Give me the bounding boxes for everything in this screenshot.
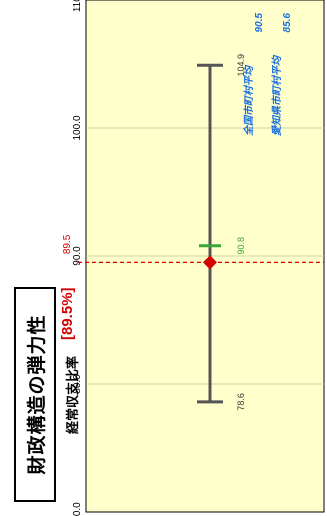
legend-national-value: 90.5 xyxy=(254,13,265,33)
x-tick-label: 90.0 xyxy=(72,246,83,266)
current-value-label: 89.5 xyxy=(62,234,73,254)
x-tick-label: 70.0 xyxy=(72,502,83,516)
x-tick-label: 80.0 xyxy=(72,374,83,394)
x-tick-label: 100.0 xyxy=(72,115,83,140)
legend-prefectural-label: 愛知県市町村平均 xyxy=(272,56,283,136)
legend-prefectural-value: 85.6 xyxy=(282,13,293,33)
legend: 全国市町村平均 90.5 愛知県市町村平均 85.6 xyxy=(240,11,300,136)
current-value-marker xyxy=(203,255,217,270)
average-label: 90.8 xyxy=(236,237,246,255)
range-max-label: 104.9 xyxy=(236,54,246,77)
range-min-label: 78.6 xyxy=(236,393,246,411)
x-tick-label: 110.0 xyxy=(72,0,83,12)
legend-national-label: 全国市町村平均 xyxy=(244,66,255,136)
